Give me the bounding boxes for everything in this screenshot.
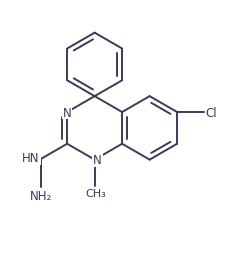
Text: CH₃: CH₃ xyxy=(86,188,106,198)
Text: Cl: Cl xyxy=(206,106,217,119)
Text: NH₂: NH₂ xyxy=(30,189,52,202)
Text: N: N xyxy=(63,106,72,119)
Text: N: N xyxy=(93,153,102,166)
Text: HN: HN xyxy=(22,152,40,165)
